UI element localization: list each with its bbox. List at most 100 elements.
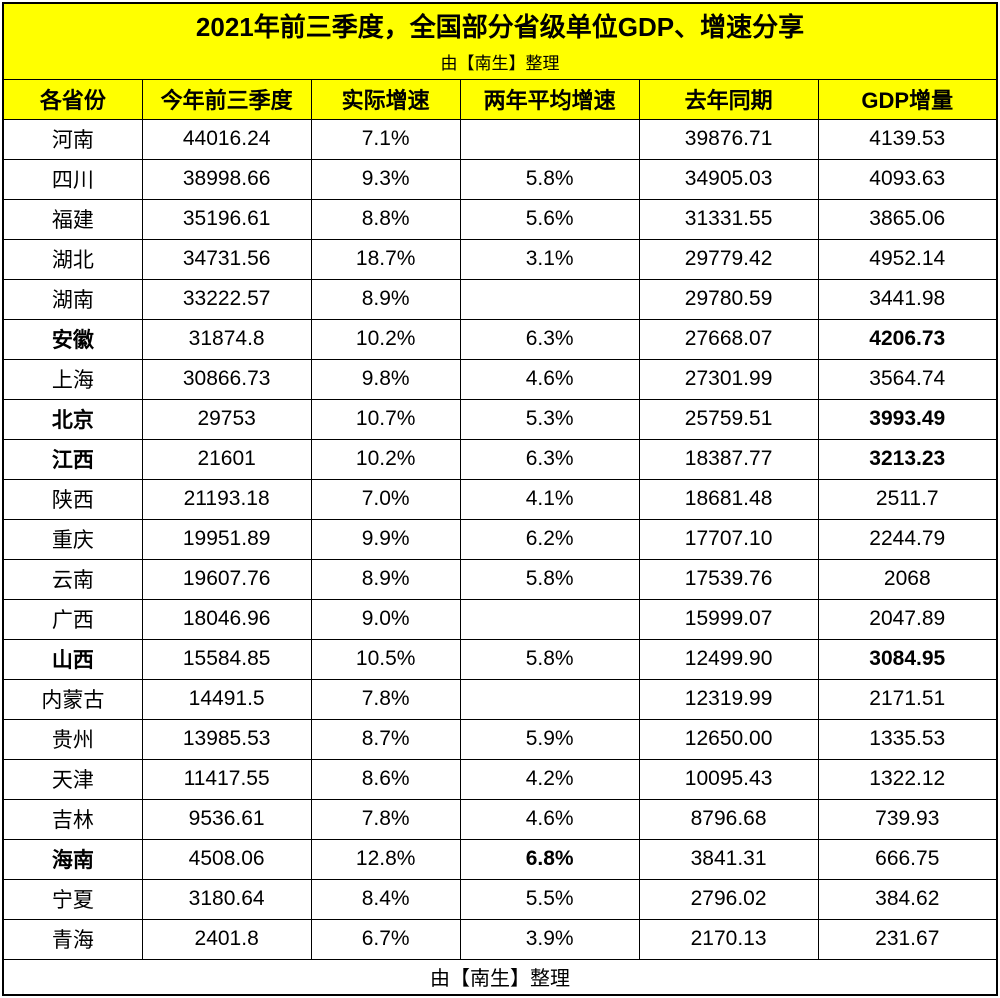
title-row: 2021年前三季度，全国部分省级单位GDP、增速分享 由【南生】整理 <box>3 3 997 79</box>
cell-q3: 21601 <box>142 439 311 479</box>
cell-lastyear: 17707.10 <box>639 519 818 559</box>
table-row: 重庆19951.899.9%6.2%17707.102244.79 <box>3 519 997 559</box>
table-row: 海南4508.0612.8%6.8%3841.31666.75 <box>3 839 997 879</box>
cell-lastyear: 27301.99 <box>639 359 818 399</box>
table-row: 山西15584.8510.5%5.8%12499.903084.95 <box>3 639 997 679</box>
cell-q3: 13985.53 <box>142 719 311 759</box>
cell-q3: 21193.18 <box>142 479 311 519</box>
cell-q3: 38998.66 <box>142 159 311 199</box>
table-row: 四川38998.669.3%5.8%34905.034093.63 <box>3 159 997 199</box>
cell-inc: 2244.79 <box>818 519 997 559</box>
table-row: 湖南33222.578.9%29780.593441.98 <box>3 279 997 319</box>
cell-inc: 739.93 <box>818 799 997 839</box>
cell-avg2y: 6.8% <box>460 839 639 879</box>
cell-growth: 7.1% <box>311 119 460 159</box>
cell-avg2y: 4.1% <box>460 479 639 519</box>
col-province: 各省份 <box>3 79 142 119</box>
cell-growth: 9.9% <box>311 519 460 559</box>
page-subtitle: 由【南生】整理 <box>8 49 992 74</box>
cell-lastyear: 31331.55 <box>639 199 818 239</box>
cell-lastyear: 12650.00 <box>639 719 818 759</box>
cell-province: 陕西 <box>3 479 142 519</box>
cell-province: 广西 <box>3 599 142 639</box>
cell-growth: 9.0% <box>311 599 460 639</box>
cell-growth: 6.7% <box>311 919 460 959</box>
cell-province: 湖北 <box>3 239 142 279</box>
cell-lastyear: 2170.13 <box>639 919 818 959</box>
table-row: 天津11417.558.6%4.2%10095.431322.12 <box>3 759 997 799</box>
cell-growth: 10.7% <box>311 399 460 439</box>
cell-inc: 4093.63 <box>818 159 997 199</box>
cell-q3: 34731.56 <box>142 239 311 279</box>
cell-q3: 19607.76 <box>142 559 311 599</box>
cell-q3: 4508.06 <box>142 839 311 879</box>
cell-growth: 18.7% <box>311 239 460 279</box>
header-row: 各省份 今年前三季度 实际增速 两年平均增速 去年同期 GDP增量 <box>3 79 997 119</box>
footer-cell: 由【南生】整理 <box>3 959 997 995</box>
cell-province: 河南 <box>3 119 142 159</box>
table-row: 吉林9536.617.8%4.6%8796.68739.93 <box>3 799 997 839</box>
cell-province: 山西 <box>3 639 142 679</box>
cell-avg2y: 5.8% <box>460 559 639 599</box>
col-inc: GDP增量 <box>818 79 997 119</box>
table-row: 青海2401.86.7%3.9%2170.13231.67 <box>3 919 997 959</box>
cell-lastyear: 3841.31 <box>639 839 818 879</box>
cell-avg2y <box>460 599 639 639</box>
table-row: 湖北34731.5618.7%3.1%29779.424952.14 <box>3 239 997 279</box>
cell-lastyear: 39876.71 <box>639 119 818 159</box>
cell-province: 安徽 <box>3 319 142 359</box>
cell-province: 天津 <box>3 759 142 799</box>
gdp-table: 2021年前三季度，全国部分省级单位GDP、增速分享 由【南生】整理 各省份 今… <box>2 2 998 996</box>
table-row: 陕西21193.187.0%4.1%18681.482511.7 <box>3 479 997 519</box>
table-body: 河南44016.247.1%39876.714139.53四川38998.669… <box>3 119 997 959</box>
cell-lastyear: 25759.51 <box>639 399 818 439</box>
cell-inc: 666.75 <box>818 839 997 879</box>
cell-inc: 3084.95 <box>818 639 997 679</box>
cell-province: 贵州 <box>3 719 142 759</box>
cell-province: 江西 <box>3 439 142 479</box>
cell-avg2y <box>460 679 639 719</box>
cell-growth: 8.4% <box>311 879 460 919</box>
cell-growth: 8.8% <box>311 199 460 239</box>
cell-q3: 35196.61 <box>142 199 311 239</box>
table-row: 内蒙古14491.57.8%12319.992171.51 <box>3 679 997 719</box>
cell-q3: 29753 <box>142 399 311 439</box>
cell-growth: 7.8% <box>311 799 460 839</box>
cell-avg2y: 5.6% <box>460 199 639 239</box>
table-wrap: 2021年前三季度，全国部分省级单位GDP、增速分享 由【南生】整理 各省份 今… <box>0 0 1000 998</box>
cell-growth: 10.2% <box>311 319 460 359</box>
cell-inc: 2511.7 <box>818 479 997 519</box>
cell-inc: 4139.53 <box>818 119 997 159</box>
cell-lastyear: 12499.90 <box>639 639 818 679</box>
table-row: 安徽31874.810.2%6.3%27668.074206.73 <box>3 319 997 359</box>
cell-inc: 3213.23 <box>818 439 997 479</box>
cell-q3: 9536.61 <box>142 799 311 839</box>
table-row: 河南44016.247.1%39876.714139.53 <box>3 119 997 159</box>
cell-lastyear: 17539.76 <box>639 559 818 599</box>
cell-avg2y: 5.5% <box>460 879 639 919</box>
footer-row: 由【南生】整理 <box>3 959 997 995</box>
cell-province: 福建 <box>3 199 142 239</box>
table-row: 上海30866.739.8%4.6%27301.993564.74 <box>3 359 997 399</box>
cell-growth: 7.8% <box>311 679 460 719</box>
cell-inc: 1335.53 <box>818 719 997 759</box>
col-avg2y: 两年平均增速 <box>460 79 639 119</box>
col-growth: 实际增速 <box>311 79 460 119</box>
cell-province: 吉林 <box>3 799 142 839</box>
cell-avg2y: 5.8% <box>460 159 639 199</box>
cell-lastyear: 34905.03 <box>639 159 818 199</box>
cell-lastyear: 29780.59 <box>639 279 818 319</box>
cell-lastyear: 8796.68 <box>639 799 818 839</box>
cell-growth: 10.2% <box>311 439 460 479</box>
cell-avg2y: 3.1% <box>460 239 639 279</box>
cell-inc: 3564.74 <box>818 359 997 399</box>
cell-avg2y: 5.9% <box>460 719 639 759</box>
cell-lastyear: 29779.42 <box>639 239 818 279</box>
cell-inc: 384.62 <box>818 879 997 919</box>
cell-avg2y: 6.3% <box>460 319 639 359</box>
cell-inc: 3865.06 <box>818 199 997 239</box>
cell-q3: 19951.89 <box>142 519 311 559</box>
table-row: 北京2975310.7%5.3%25759.513993.49 <box>3 399 997 439</box>
cell-province: 上海 <box>3 359 142 399</box>
col-q3: 今年前三季度 <box>142 79 311 119</box>
